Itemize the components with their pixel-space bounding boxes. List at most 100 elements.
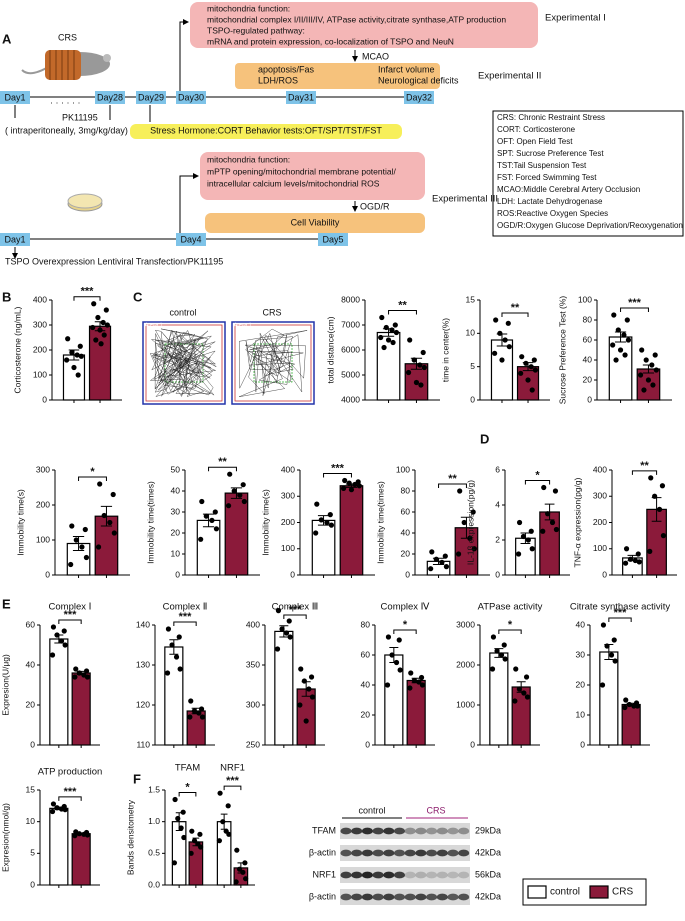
data-point [385, 337, 392, 343]
significance-bracket [393, 629, 417, 634]
data-point [622, 704, 628, 711]
data-point [604, 643, 610, 649]
data-point [623, 546, 630, 552]
y-tick-label: 250 [246, 739, 260, 749]
data-point [408, 670, 414, 676]
significance: * [90, 466, 95, 478]
data-point [191, 708, 197, 714]
y-axis [611, 470, 677, 576]
y-tick-label: 20 [401, 548, 411, 558]
y-axis-label: Immobility time(times) [375, 481, 385, 564]
significance: * [403, 619, 408, 631]
data-point [54, 632, 60, 638]
data-point [97, 481, 103, 487]
y-tick-label: 80 [401, 485, 411, 495]
bar [71, 833, 91, 886]
blot-band [447, 893, 459, 901]
data-point [328, 522, 335, 528]
data-point [396, 637, 402, 643]
data-point [309, 694, 316, 700]
data-point [340, 485, 347, 491]
data-point [637, 372, 644, 378]
arrow [15, 105, 151, 258]
significance-bracket [388, 310, 417, 315]
data-point [420, 349, 426, 356]
data-point [457, 488, 463, 494]
data-point [545, 511, 551, 517]
blot-band [458, 849, 470, 857]
blot-size: 56kDa [475, 869, 501, 879]
data-point [71, 364, 77, 371]
significance-bracket [223, 785, 242, 791]
data-point [178, 825, 184, 831]
data-point [348, 487, 355, 493]
data-point [176, 634, 182, 640]
y-tick-label: 40 [576, 619, 586, 629]
y-axis-label: Immobility time(s) [260, 489, 270, 556]
data-point [407, 685, 413, 691]
significance-bracket [438, 483, 467, 488]
data-point [549, 519, 556, 526]
arena-label: Arena 1 [234, 322, 252, 328]
label: Infarct volume [378, 64, 435, 74]
blot-band [436, 827, 448, 835]
data-point [467, 535, 473, 541]
significance-bracket [323, 473, 352, 478]
y-tick-label: 5000 [341, 369, 360, 379]
y-tick-label: 110 [136, 739, 150, 749]
data-point [428, 566, 434, 572]
data-point [93, 337, 99, 343]
y-tick-label: 400 [33, 294, 47, 304]
data-point [79, 544, 85, 550]
blot-row-label: β-actin [309, 891, 336, 901]
y-tick-label: 1.5 [148, 784, 160, 794]
blot-band [361, 871, 373, 879]
blot-band [393, 893, 406, 901]
blot-band [436, 849, 448, 857]
data-point [220, 819, 226, 825]
blot-band [426, 871, 438, 879]
day-box [0, 233, 30, 246]
legend-label: control [550, 887, 580, 898]
y-tick-label: 200 [33, 344, 47, 354]
data-point [631, 703, 637, 709]
y-tick-label: 300 [33, 319, 47, 329]
data-point [639, 347, 645, 353]
data-point [74, 352, 80, 358]
day-label: Day28 [97, 92, 123, 102]
y-tick-label: 40 [26, 659, 36, 669]
blot-band [415, 849, 427, 857]
label: MCAO [362, 51, 389, 61]
data-point [392, 322, 398, 328]
day-box [136, 91, 166, 104]
label: Experimental II [478, 71, 541, 82]
blot-band [351, 871, 363, 879]
significance-bracket [178, 792, 197, 797]
significance: *** [331, 462, 345, 474]
data-point [494, 648, 500, 654]
y-axis [504, 470, 570, 576]
data-point [233, 879, 239, 885]
arena-inner [145, 324, 223, 402]
chart-title: Complex Ⅱ [163, 602, 208, 613]
y-tick-label: 60 [401, 506, 411, 516]
data-point [471, 546, 477, 552]
significance-bracket [501, 312, 529, 317]
significance-bracket [631, 470, 658, 475]
y-tick-label: 60 [26, 619, 36, 629]
data-point [635, 551, 641, 557]
data-point [78, 353, 84, 359]
error-bar [520, 532, 531, 544]
day-label: Day1 [4, 234, 25, 244]
y-tick-label: 1.0 [148, 816, 160, 826]
blot-band [436, 893, 448, 901]
y-axis-label: Expresion(U/μg) [0, 654, 10, 716]
data-point [498, 652, 505, 658]
data-point [198, 706, 205, 712]
data-point [73, 537, 79, 543]
data-point [175, 815, 181, 822]
significance: *** [614, 607, 628, 619]
blot-group: control [358, 805, 385, 815]
mouse-icon [21, 50, 111, 80]
blot-band [383, 893, 395, 901]
